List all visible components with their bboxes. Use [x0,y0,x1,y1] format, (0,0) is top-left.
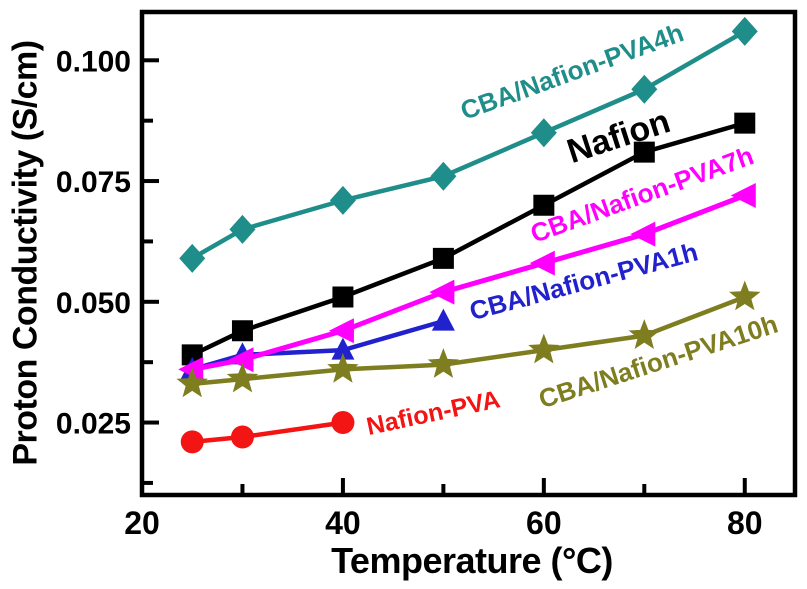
star-marker [628,319,660,349]
series-inline-label: Nafion-PVA [364,385,503,441]
series-nafion-pva: Nafion-PVA [180,385,503,454]
diamond-marker [179,243,206,273]
square-marker [633,141,655,163]
plot-border [139,9,798,498]
series-inline-label: Nafion [562,102,674,171]
circle-marker [331,411,355,435]
x-tick-label: 80 [727,505,763,541]
triangle-left-marker [178,356,204,382]
y-tick-label: 0.075 [56,166,131,199]
star-marker [327,352,359,383]
x-axis-ticks: 20 40 60 80 [124,478,763,541]
triangle-up-marker [331,337,355,360]
triangle-left-marker [228,347,254,373]
circle-marker [180,430,204,454]
star-marker [528,333,560,364]
diamond-marker [631,74,658,104]
square-marker [332,286,354,308]
diamond-marker [530,118,557,148]
series-inline-label: CBA/Nafion-PVA10h [535,309,781,415]
series-line [191,420,344,445]
y-tick-label: 0.050 [56,287,131,320]
star-marker [176,367,208,398]
triangle-left-marker [630,221,656,247]
y-axis-title: Proton Conductivity (S/cm) [6,40,45,466]
triangle-left-marker [429,279,455,305]
diamond-marker [430,161,457,191]
y-tick-label: 0.100 [56,45,131,78]
square-marker [533,194,555,216]
x-axis-title: Temperature (°C) [331,540,613,581]
star-marker [226,362,259,393]
star-marker [427,348,460,378]
diamond-marker [229,214,256,244]
diamond-marker [731,16,758,46]
triangle-left-marker [730,183,756,209]
y-tick-label: 0.025 [56,408,131,441]
x-tick-label: 20 [124,505,160,541]
triangle-up-marker [431,308,455,331]
circle-marker [230,425,254,449]
x-tick-label: 40 [325,505,361,541]
triangle-left-marker [529,250,555,276]
diamond-marker [329,185,356,215]
series-line [191,120,746,357]
square-marker [734,112,756,134]
triangle-left-marker [328,318,354,344]
square-marker [432,247,454,269]
y-axis-ticks: 0.100 0.075 0.050 0.025 [56,45,159,485]
x-tick-label: 60 [526,505,562,541]
star-marker [729,280,761,311]
square-marker [231,320,253,342]
